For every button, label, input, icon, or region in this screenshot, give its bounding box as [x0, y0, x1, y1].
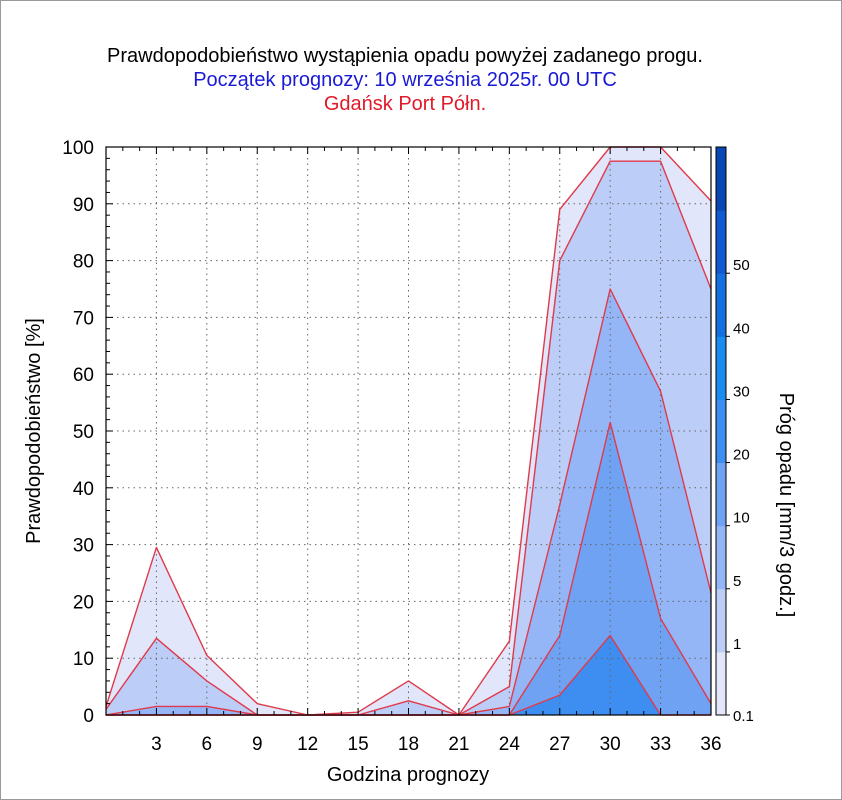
colorbar-band	[716, 273, 726, 337]
colorbar-tick-label: 10	[733, 510, 750, 527]
y-tick-label: 0	[83, 706, 94, 727]
x-tick-label: 27	[549, 734, 570, 755]
y-tick-label: 20	[73, 592, 94, 613]
chart-subtitle: Początek prognozy: 10 września 2025r. 00…	[193, 69, 617, 91]
x-axis-label: Godzina prognozy	[327, 764, 489, 786]
area-threshold-5	[106, 289, 711, 715]
colorbar-tick-label: 1	[733, 636, 741, 653]
colorbar-band	[716, 210, 726, 274]
colorbar-band	[716, 525, 726, 590]
x-tick-label: 24	[499, 734, 521, 755]
colorbar	[715, 146, 727, 716]
y-tick-label: 60	[73, 365, 94, 386]
grid-lines	[106, 147, 711, 715]
x-tick-label: 30	[600, 734, 621, 755]
chart-location: Gdańsk Port Półn.	[324, 93, 486, 115]
y-tick-label: 30	[73, 536, 94, 557]
x-tick-label: 12	[297, 734, 318, 755]
colorbar-tick-label: 0.1	[733, 708, 754, 725]
plot-border	[105, 146, 712, 716]
x-tick-label: 18	[398, 734, 419, 755]
x-tick-label: 15	[348, 734, 369, 755]
y-tick-label: 10	[73, 649, 94, 670]
colorbar-tick-label: 40	[733, 320, 750, 337]
colorbar-band	[716, 651, 726, 716]
colorbar-border	[715, 146, 727, 716]
colorbar-tick-label: 20	[733, 447, 750, 464]
x-tick-labels: 3 6 9 12 15 18 21 24 27 30 33 36	[151, 734, 721, 755]
colorbar-band	[716, 588, 726, 653]
y-tick-label: 40	[73, 479, 94, 500]
x-tick-label: 21	[448, 734, 469, 755]
x-tick-label: 33	[650, 734, 671, 755]
chart-title: Prawdopodobieństwo wystąpienia opadu pow…	[107, 45, 703, 67]
colorbar-band	[716, 147, 726, 211]
x-tick-label: 6	[202, 734, 213, 755]
y-tick-label: 50	[73, 422, 94, 443]
colorbar-band	[716, 462, 726, 527]
colorbar-tick-label: 30	[733, 383, 750, 400]
x-tick-label: 9	[252, 734, 263, 755]
colorbar-tick-labels: 0.1 1 5 10 20 30 40 50	[726, 257, 754, 725]
y-tick-labels: 0 10 20 30 40 50 60 70 80 90 100	[62, 138, 94, 727]
colorbar-tick-label: 50	[733, 257, 750, 274]
colorbar-band	[716, 399, 726, 464]
x-tick-label: 36	[700, 734, 721, 755]
x-tick-label: 3	[151, 734, 162, 755]
colorbar-label: Próg opadu [mm/3 godz.]	[775, 393, 797, 618]
y-axis-label: Prawdopodobieństwo [%]	[23, 318, 45, 544]
colorbar-tick-label: 5	[733, 573, 741, 590]
area-threshold-10	[106, 422, 711, 715]
y-tick-label: 80	[73, 252, 94, 273]
colorbar-band	[716, 336, 726, 400]
y-tick-label: 100	[62, 138, 94, 159]
y-tick-label: 90	[73, 195, 94, 216]
outline-threshold-1	[105, 160, 712, 716]
y-tick-label: 70	[73, 308, 94, 329]
